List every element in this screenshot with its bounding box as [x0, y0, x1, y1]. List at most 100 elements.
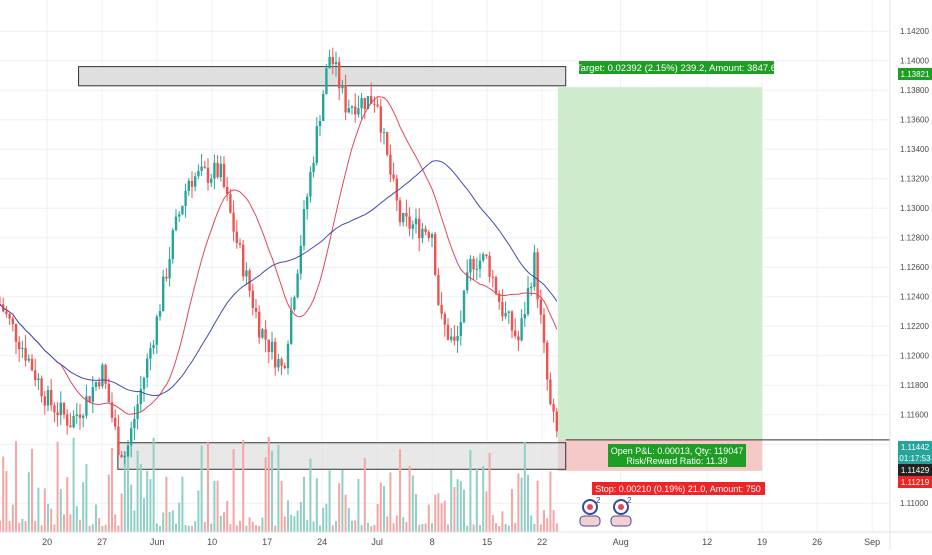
candle[interactable] — [162, 269, 165, 312]
candle[interactable] — [312, 156, 315, 178]
candle[interactable] — [30, 354, 34, 372]
candle[interactable] — [542, 307, 546, 354]
open-pl-label[interactable]: Open P&L: 0.00013, Qty: 119047 Risk/Rewa… — [608, 444, 746, 467]
candle[interactable] — [187, 177, 190, 197]
candle[interactable] — [507, 310, 510, 324]
candle[interactable] — [453, 325, 456, 346]
candle[interactable] — [469, 255, 472, 282]
candle[interactable] — [200, 153, 203, 177]
price-axis[interactable]: 1.14200 1.14000 1.13800 1.13600 1.13400 1.132… — [900, 27, 929, 508]
candle[interactable] — [434, 231, 437, 277]
candle[interactable] — [482, 252, 485, 263]
candle[interactable] — [504, 301, 507, 320]
candle[interactable] — [376, 98, 379, 108]
candle[interactable] — [536, 248, 539, 308]
candle[interactable] — [494, 275, 498, 296]
candle[interactable] — [411, 220, 414, 240]
candle[interactable] — [510, 309, 514, 339]
candle[interactable] — [11, 316, 14, 332]
candle[interactable] — [226, 177, 229, 202]
candle[interactable] — [34, 358, 37, 387]
candle[interactable] — [309, 166, 312, 203]
candle[interactable] — [136, 394, 139, 430]
candle[interactable] — [341, 79, 344, 94]
candle[interactable] — [485, 254, 488, 259]
candle[interactable] — [498, 290, 501, 310]
candle[interactable] — [216, 154, 219, 179]
candle[interactable] — [370, 82, 373, 105]
candle[interactable] — [523, 301, 526, 327]
candle[interactable] — [555, 408, 558, 438]
candle[interactable] — [475, 257, 478, 281]
candle[interactable] — [40, 375, 43, 403]
candle[interactable] — [104, 363, 107, 390]
candle[interactable] — [270, 331, 274, 360]
candle[interactable] — [478, 253, 482, 278]
candle[interactable] — [280, 357, 283, 375]
candle[interactable] — [264, 320, 267, 353]
candle[interactable] — [258, 305, 261, 344]
candle[interactable] — [194, 172, 197, 192]
candle[interactable] — [363, 97, 366, 120]
candle[interactable] — [286, 340, 290, 375]
candle[interactable] — [402, 212, 405, 227]
candle[interactable] — [350, 105, 354, 115]
candle[interactable] — [520, 309, 523, 342]
candle[interactable] — [203, 161, 206, 169]
candle[interactable] — [213, 154, 216, 190]
candle[interactable] — [450, 327, 453, 343]
candle[interactable] — [389, 144, 392, 183]
candle[interactable] — [245, 262, 248, 284]
candle[interactable] — [229, 188, 232, 214]
candle[interactable] — [219, 155, 222, 182]
candle[interactable] — [427, 229, 430, 242]
candle[interactable] — [501, 289, 504, 322]
candle[interactable] — [472, 256, 475, 280]
candle[interactable] — [277, 354, 280, 372]
candle[interactable] — [354, 93, 357, 123]
candle[interactable] — [338, 56, 341, 101]
candle[interactable] — [66, 409, 69, 435]
candle[interactable] — [78, 404, 82, 430]
candle[interactable] — [322, 90, 325, 122]
candle[interactable] — [325, 64, 328, 95]
candle[interactable] — [462, 290, 466, 324]
candle[interactable] — [59, 391, 62, 426]
candle[interactable] — [24, 334, 27, 367]
candle[interactable] — [197, 164, 200, 180]
candle[interactable] — [379, 98, 382, 143]
candle[interactable] — [248, 268, 251, 298]
candle[interactable] — [56, 402, 59, 427]
candle[interactable] — [142, 376, 146, 403]
candle[interactable] — [408, 207, 411, 237]
candle[interactable] — [443, 311, 446, 337]
candle[interactable] — [290, 297, 293, 346]
candle[interactable] — [133, 406, 136, 440]
candle[interactable] — [392, 162, 395, 182]
candle[interactable] — [526, 275, 530, 317]
candle[interactable] — [254, 299, 258, 319]
candle[interactable] — [533, 244, 536, 291]
candle[interactable] — [174, 209, 178, 232]
candle[interactable] — [315, 116, 318, 166]
stop-label[interactable]: Stop: 0.00210 (0.19%) 21.0, Amount: 750 — [592, 482, 765, 495]
candle[interactable] — [267, 339, 270, 364]
candle[interactable] — [14, 323, 18, 355]
candle[interactable] — [456, 325, 459, 353]
candle[interactable] — [21, 340, 24, 358]
candle[interactable] — [331, 47, 334, 75]
candle[interactable] — [398, 197, 402, 227]
candle[interactable] — [18, 335, 21, 362]
candle[interactable] — [437, 268, 440, 306]
candle[interactable] — [85, 384, 88, 419]
candle[interactable] — [75, 402, 78, 424]
candle[interactable] — [43, 390, 46, 415]
candle[interactable] — [405, 199, 408, 227]
candle[interactable] — [149, 342, 152, 371]
candle[interactable] — [318, 115, 322, 137]
candle[interactable] — [181, 205, 184, 216]
candle[interactable] — [459, 310, 462, 346]
candle[interactable] — [53, 402, 56, 423]
